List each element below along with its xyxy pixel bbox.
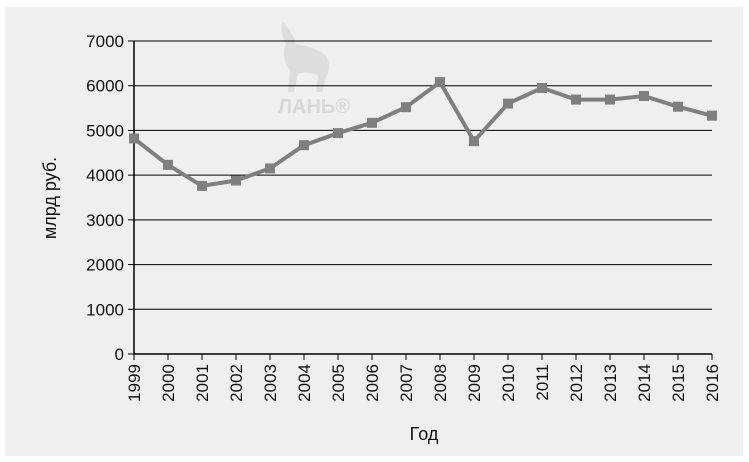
y-tick-label: 7000 [86,32,124,51]
x-tick-label: 2009 [465,364,484,402]
data-point-marker [197,180,207,191]
chart-frame [5,7,743,456]
gridlines [134,40,712,310]
data-point-marker [435,77,445,88]
x-tick-label: 2005 [329,364,348,402]
x-tick-label: 2006 [363,364,382,402]
x-tick-label: 2003 [261,364,280,402]
data-point-marker [639,90,649,101]
data-point-marker [707,110,717,121]
series-line [132,80,713,188]
data-point-marker [129,133,139,144]
y-axis-title: млрд руб. [40,157,60,239]
y-tick-label: 3000 [86,211,124,230]
y-tick-label: 6000 [86,77,124,96]
y-tick-label: 0 [115,345,124,364]
deer-logo-icon [281,22,329,92]
x-tick-label: 2002 [227,364,246,402]
x-tick-label: 2010 [499,364,518,402]
data-point-marker [367,117,377,128]
x-tick-label: 1999 [125,364,144,402]
x-tick-label: 2012 [567,364,586,402]
data-point-marker [503,98,513,109]
axes [133,41,712,355]
x-tick-label: 2008 [431,364,450,402]
data-point-marker [163,159,173,170]
x-axis-ticks: 1999 2000 2001 2002 2003 2004 2005 2006 2007 2008… [125,354,722,402]
x-tick-label: 2004 [295,364,314,402]
y-tick-label: 5000 [86,121,124,140]
data-point-marker [605,94,615,105]
publisher-watermark: ЛАНЬ® [278,22,350,118]
data-point-marker [401,102,411,113]
y-axis-ticks: 0 1000 2000 3000 4000 5000 6000 7000 [86,32,134,364]
watermark-text: ЛАНЬ® [278,96,350,118]
x-tick-label: 2014 [635,364,654,402]
y-tick-label: 1000 [86,300,124,319]
x-tick-label: 2007 [397,364,416,402]
x-tick-label: 2016 [703,364,722,402]
data-point-marker [265,163,275,174]
data-point-marker [231,175,241,186]
data-point-marker [571,94,581,105]
data-point-marker [537,82,547,93]
data-point-marker [299,140,309,151]
x-tick-label: 2000 [159,364,178,402]
data-point-marker [333,128,343,139]
x-tick-label: 2015 [669,364,688,402]
data-point-marker [673,101,683,112]
x-tick-label: 2001 [193,364,212,402]
y-tick-label: 2000 [86,256,124,275]
x-tick-label: 2011 [533,364,552,401]
x-axis-title: Год [410,424,439,444]
data-point-marker [469,136,479,147]
x-tick-label: 2013 [601,364,620,402]
series-markers [129,77,717,191]
y-tick-label: 4000 [86,166,124,185]
